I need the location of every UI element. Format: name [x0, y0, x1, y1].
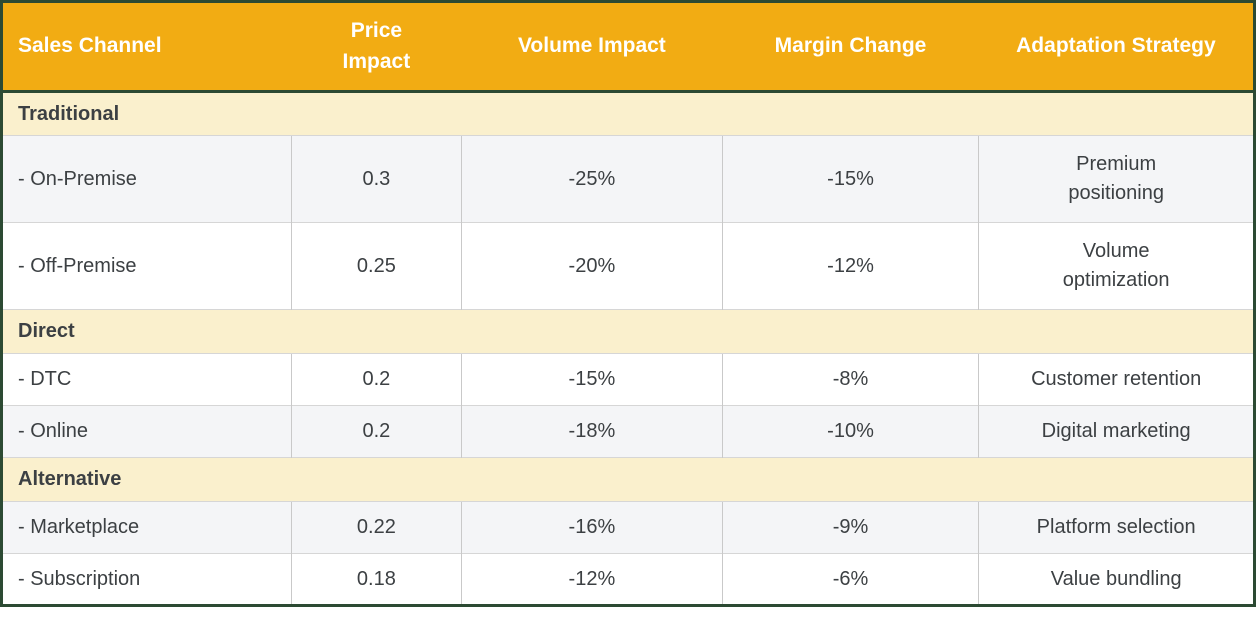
cell-volume-impact: -20%: [461, 222, 723, 310]
sales-channel-impact-table: Sales Channel Price Impact Volume Impact…: [0, 0, 1256, 607]
data-row-marketplace: - Marketplace 0.22 -16% -9% Platform sel…: [1, 501, 1255, 554]
cell-margin-change: -15%: [721, 135, 979, 223]
column-header-volume-impact: Volume Impact: [461, 1, 723, 93]
data-row-online: - Online 0.2 -18% -10% Digital marketing: [1, 405, 1255, 458]
data-row-on-premise: - On-Premise 0.3 -25% -15% Premium posit…: [1, 135, 1255, 223]
cell-price-impact: 0.2: [290, 405, 462, 458]
cell-volume-impact: -12%: [461, 553, 723, 606]
cell-sales-channel: - Off-Premise: [1, 222, 292, 310]
cell-sales-channel: - Marketplace: [1, 501, 292, 554]
cell-adaptation-strategy: Digital marketing: [978, 405, 1255, 458]
cell-price-impact: 0.18: [290, 553, 462, 606]
cell-price-impact: 0.3: [290, 135, 462, 223]
data-row-dtc: - DTC 0.2 -15% -8% Customer retention: [1, 353, 1255, 406]
cell-margin-change: -10%: [721, 405, 979, 458]
section-row-traditional: Traditional: [1, 91, 1255, 136]
cell-volume-impact: -15%: [461, 353, 723, 406]
cell-sales-channel: - DTC: [1, 353, 292, 406]
section-label: Direct: [1, 309, 1255, 354]
cell-price-impact: 0.25: [290, 222, 462, 310]
column-header-sales-channel: Sales Channel: [1, 1, 292, 93]
data-row-subscription: - Subscription 0.18 -12% -6% Value bundl…: [1, 553, 1255, 606]
cell-margin-change: -9%: [721, 501, 979, 554]
data-row-off-premise: - Off-Premise 0.25 -20% -12% Volume opti…: [1, 222, 1255, 310]
section-label: Traditional: [1, 91, 1255, 136]
cell-adaptation-strategy: Platform selection: [978, 501, 1255, 554]
cell-sales-channel: - On-Premise: [1, 135, 292, 223]
column-header-margin-change: Margin Change: [722, 1, 979, 93]
cell-sales-channel: - Subscription: [1, 553, 292, 606]
cell-adaptation-strategy: Customer retention: [978, 353, 1255, 406]
section-row-direct: Direct: [1, 309, 1255, 354]
header-row: Sales Channel Price Impact Volume Impact…: [1, 1, 1255, 93]
cell-sales-channel: - Online: [1, 405, 292, 458]
cell-margin-change: -8%: [721, 353, 979, 406]
column-header-price-impact: Price Impact: [291, 1, 462, 93]
cell-price-impact: 0.22: [290, 501, 462, 554]
cell-volume-impact: -16%: [461, 501, 723, 554]
column-header-adaptation-strategy: Adaptation Strategy: [978, 1, 1255, 93]
cell-volume-impact: -25%: [461, 135, 723, 223]
section-label: Alternative: [1, 457, 1255, 502]
cell-volume-impact: -18%: [461, 405, 723, 458]
cell-adaptation-strategy: Value bundling: [978, 553, 1255, 606]
cell-price-impact: 0.2: [290, 353, 462, 406]
section-row-alternative: Alternative: [1, 457, 1255, 502]
cell-margin-change: -12%: [721, 222, 979, 310]
cell-adaptation-strategy: Volume optimization: [978, 222, 1255, 310]
cell-margin-change: -6%: [721, 553, 979, 606]
cell-adaptation-strategy: Premium positioning: [978, 135, 1255, 223]
